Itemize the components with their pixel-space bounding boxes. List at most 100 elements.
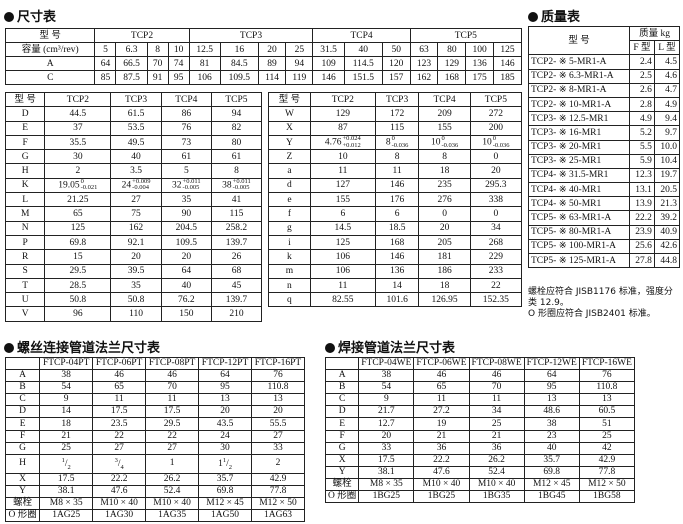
group-header: TCP3: [188, 28, 314, 43]
tolerance: +0.011 -0.005: [183, 178, 201, 192]
table-cell: 110.8: [578, 381, 635, 395]
capacity-table: 型 号 TCP2 TCP3 TCP4 TCP5 容量 (cm³/rev) 5 6.3 8 10 12…: [4, 28, 523, 85]
table-cell: 35: [110, 277, 162, 294]
mass-value: 2.4: [629, 54, 655, 70]
table-cell: 11: [92, 393, 147, 407]
table-cell: 16: [219, 42, 259, 57]
table-row: D 44.5 61.5 86 94: [4, 106, 263, 122]
row-label: C: [4, 70, 96, 85]
table-cell: 76: [578, 369, 635, 383]
table-cell: 9: [358, 393, 415, 407]
row-label: R: [4, 249, 46, 265]
table-row: E 18 23.5 29.5 43.5 55.5: [4, 417, 305, 431]
table-cell: 80: [437, 42, 467, 57]
mass-label: 质量 kg: [629, 25, 680, 42]
table-row: V 96 110 150 210: [4, 306, 263, 322]
row-label: X: [4, 472, 41, 486]
mass-value: 5.5: [629, 139, 655, 155]
table-cell: 40: [160, 277, 212, 294]
mass-value: 44.8: [653, 252, 681, 269]
value-base: 24: [121, 180, 132, 191]
table-cell: 60.5: [578, 405, 635, 419]
f-type-label: F 型: [629, 40, 655, 56]
table-row: TCP5- ※ 100-MR1-A 25.6 42.6: [527, 238, 681, 255]
table-cell: 139.7: [210, 234, 263, 251]
mass-value: 39.2: [653, 210, 681, 226]
table-cell: 151.5: [343, 70, 383, 85]
fraction-denominator: 2: [67, 463, 71, 471]
table-row: G 33 36 36 40 42: [324, 441, 635, 455]
table-row: TCP3- ※ 12.5-MR1 4.9 9.4: [527, 111, 681, 127]
table-cell: 14: [374, 277, 420, 294]
row-label: L: [4, 192, 46, 208]
row-label: E: [324, 417, 360, 431]
table-cell: 70: [146, 56, 169, 71]
table-cell: 114: [257, 70, 287, 85]
table-cell: 20: [198, 405, 253, 419]
mass-value: 27.8: [629, 252, 655, 269]
table-cell: 15: [44, 249, 112, 265]
value-base: 10: [482, 137, 492, 148]
table-cell: 46: [468, 369, 525, 383]
mass-value: 4.9: [653, 96, 681, 113]
row-label: n: [268, 277, 311, 294]
table-cell: M10 × 40: [468, 477, 525, 492]
table-cell: 42.9: [578, 453, 635, 467]
table-cell: 64: [94, 56, 117, 71]
column-header: TCP4: [418, 91, 471, 108]
table-cell: 268: [469, 234, 523, 251]
table-cell: 28.5: [44, 277, 112, 294]
column-header: 型 号: [4, 91, 46, 108]
column-header: TCP2: [309, 91, 376, 108]
column-header: TCP4: [160, 91, 212, 108]
table-cell: 162: [409, 70, 439, 85]
table-row: e 155 176 276 338: [268, 192, 523, 208]
mass-value: 5.2: [629, 125, 655, 141]
table-row: TCP2- ※ 10-MR1-A 2.8 4.9: [527, 96, 681, 113]
mass-value: 22.2: [629, 210, 655, 226]
table-cell: 86: [160, 106, 212, 122]
table-cell: 95: [198, 381, 253, 395]
table-cell: 30: [198, 441, 253, 455]
table-cell: 14: [39, 405, 94, 419]
table-row: U 50.8 50.8 76.2 139.7: [4, 292, 263, 308]
table-cell: 43.5: [198, 417, 253, 431]
l-type-label: L 型: [653, 40, 681, 56]
table-cell: 80: [210, 134, 263, 151]
table-cell: 1AG30: [92, 509, 147, 523]
table-cell: 24: [198, 429, 253, 443]
table-cell: 76: [251, 369, 305, 383]
table-cell: 69.8: [523, 465, 580, 479]
model-name: TCP5- ※ 125-MR1-A: [527, 252, 631, 269]
row-label: 螺栓: [4, 496, 41, 511]
column-header: FTCP-08WE: [468, 356, 525, 371]
table-cell: 27.2: [413, 405, 470, 419]
row-label: Y: [4, 484, 41, 498]
table-row: a 11 11 18 20: [268, 163, 523, 179]
row-label: S: [4, 263, 46, 279]
table-cell: 11: [468, 393, 525, 407]
row-label: F: [4, 134, 46, 151]
column-header: FTCP-16WE: [578, 356, 635, 371]
table-cell: 338: [469, 192, 523, 208]
table-cell: 39.5: [110, 263, 162, 279]
table-cell: 26.2: [145, 472, 200, 486]
table-cell: 92.1: [110, 234, 162, 251]
row-label: T: [4, 277, 46, 294]
table-cell: 22: [92, 429, 147, 443]
table-cell: 20: [251, 405, 305, 419]
table-cell: 200: [469, 120, 523, 136]
table-cell: 47.6: [92, 484, 147, 498]
table-cell: 38 +0.011 -0.005: [210, 177, 263, 194]
row-label: C: [4, 393, 41, 407]
model-name: TCP2- ※ 10-MR1-A: [527, 96, 631, 113]
table-cell: 20: [160, 249, 212, 265]
table-cell: 157: [381, 70, 411, 85]
table-row: X 87 115 155 200: [268, 120, 523, 136]
table-cell: 1BG58: [578, 490, 635, 504]
column-header: TCP2: [44, 91, 112, 108]
table-cell: 35.5: [44, 134, 112, 151]
table-cell: 17.5: [145, 405, 200, 419]
table-cell: 27: [92, 441, 147, 455]
